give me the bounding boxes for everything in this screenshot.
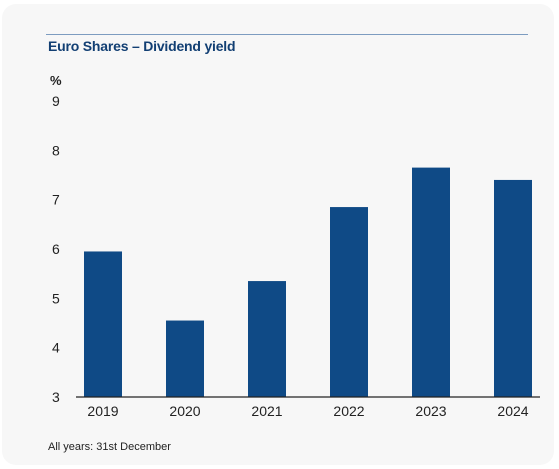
- bar-2021: [248, 281, 286, 397]
- y-axis-unit-label: %: [50, 73, 62, 88]
- bars: [84, 167, 532, 397]
- y-tick-label: 7: [52, 192, 60, 208]
- title-rule: [46, 34, 528, 35]
- bar-2024: [494, 179, 532, 397]
- y-tick-label: 6: [52, 241, 60, 257]
- x-tick-label: 2019: [87, 403, 118, 419]
- y-tick-label: 5: [52, 290, 60, 306]
- bar-2023: [412, 167, 450, 397]
- chart-title: Euro Shares – Dividend yield: [48, 38, 236, 54]
- x-axis-ticks: 2019 2020 2021 2022 2023 2024: [87, 403, 528, 419]
- x-tick-label: 2022: [333, 403, 364, 419]
- chart-footnote: All years: 31st December: [48, 441, 171, 453]
- x-tick-label: 2023: [415, 403, 446, 419]
- y-tick-label: 8: [52, 142, 60, 158]
- x-tick-label: 2020: [169, 403, 200, 419]
- x-tick-label: 2021: [251, 403, 282, 419]
- bar-2020: [166, 320, 204, 397]
- y-tick-label: 4: [52, 340, 60, 356]
- y-axis-ticks: 3 4 5 6 7 8 9: [52, 93, 60, 405]
- bar-2022: [330, 207, 368, 397]
- y-tick-label: 9: [52, 93, 60, 109]
- y-tick-label: 3: [52, 389, 60, 405]
- bar-2019: [84, 251, 122, 397]
- x-tick-label: 2024: [497, 403, 528, 419]
